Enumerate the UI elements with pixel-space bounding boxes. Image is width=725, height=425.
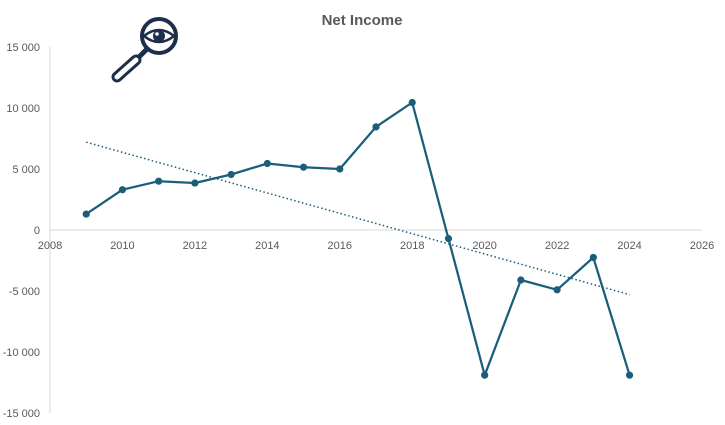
y-tick-label: -5 000 <box>9 286 40 298</box>
search-eye-icon <box>111 17 178 83</box>
chart-title: Net Income <box>322 12 403 29</box>
x-tick-label: 2016 <box>328 240 352 252</box>
data-point <box>299 163 308 171</box>
data-point <box>553 286 561 294</box>
y-tick-label: -10 000 <box>3 347 40 359</box>
trendline <box>86 141 630 296</box>
x-tick-label: 2020 <box>472 240 496 252</box>
x-tick-label: 2008 <box>38 240 62 252</box>
series-line <box>85 101 631 377</box>
y-tick-label: 10 000 <box>6 103 40 115</box>
y-tick-label: 5 000 <box>12 164 40 176</box>
y-tick-label: 0 <box>34 225 40 237</box>
x-tick-label: 2018 <box>400 240 424 252</box>
data-point <box>625 371 634 379</box>
data-point <box>82 210 90 218</box>
data-point <box>481 371 489 379</box>
tick-labels: 15 000 10 000 5 000 0 -5 000 -10 000 -15 000 20… <box>3 42 715 420</box>
x-tick-label: 2024 <box>617 240 641 252</box>
trendline-layer <box>86 141 630 296</box>
data-point <box>263 159 271 168</box>
data-point <box>118 186 127 194</box>
data-point <box>408 98 416 107</box>
data-point <box>372 123 380 131</box>
series-layer <box>82 98 634 379</box>
data-point <box>155 177 163 185</box>
data-point <box>517 276 525 284</box>
x-tick-label: 2012 <box>183 240 207 252</box>
y-tick-label: -15 000 <box>3 408 40 420</box>
y-tick-label: 15 000 <box>6 42 40 54</box>
x-tick-label: 2026 <box>690 240 714 252</box>
x-tick-label: 2022 <box>545 240 569 252</box>
data-point <box>191 179 199 187</box>
data-point <box>227 170 235 179</box>
x-tick-label: 2014 <box>255 240 279 252</box>
data-point <box>589 253 597 262</box>
data-point <box>336 165 344 173</box>
axes <box>49 47 702 413</box>
x-tick-label: 2010 <box>110 240 134 252</box>
data-point <box>444 234 453 243</box>
